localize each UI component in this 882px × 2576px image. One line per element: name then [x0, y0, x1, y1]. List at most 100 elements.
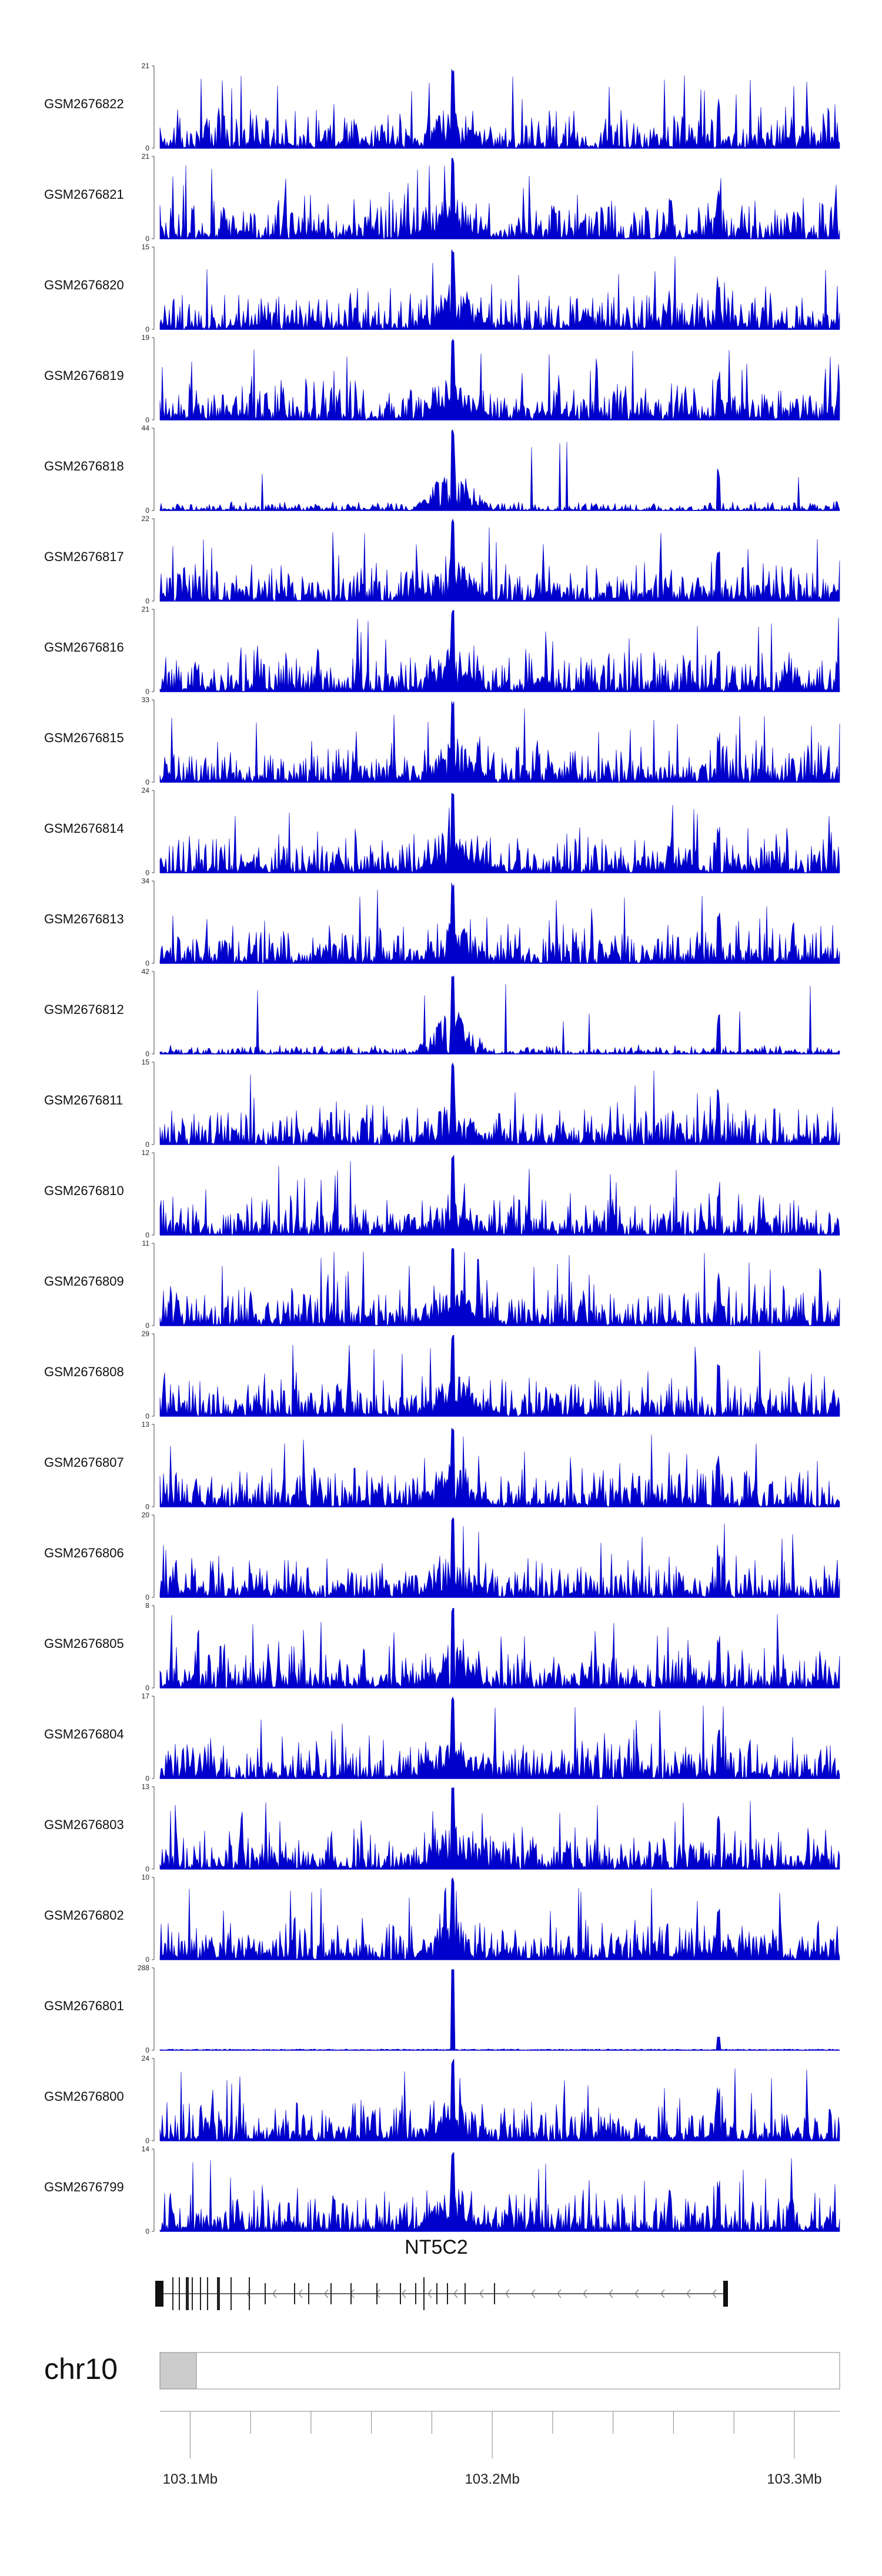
strand-arrow: [583, 2289, 587, 2298]
x-tick-label: 103.3Mb: [767, 2471, 821, 2487]
track-ymax-label: 17: [142, 1692, 150, 1700]
track-ymax-label: 12: [142, 1149, 150, 1157]
gene-exon: [400, 2283, 401, 2304]
gene-exon: [330, 2283, 332, 2304]
track-ymin-label: 0: [145, 1593, 149, 1601]
strand-arrow: [686, 2289, 691, 2298]
gene-exon: [447, 2283, 448, 2304]
track-GSM2676814: GSM2676814 24 0: [44, 786, 840, 877]
x-tick-label: 103.2Mb: [465, 2471, 519, 2487]
gene-exon: [350, 2283, 352, 2304]
coverage-signal: [159, 1062, 840, 1145]
gene-exon: [207, 2277, 208, 2310]
track-label: GSM2676803: [44, 1817, 124, 1832]
track-label: GSM2676818: [44, 459, 124, 473]
track-ymin-label: 0: [145, 506, 149, 515]
gene-exon: [155, 2281, 163, 2307]
track-ymin-label: 0: [145, 1684, 149, 1692]
track-label: GSM2676819: [44, 368, 124, 383]
track-ymax-label: 19: [142, 333, 150, 342]
track-GSM2676808: GSM2676808 29 0: [44, 1330, 840, 1420]
strand-arrow: [634, 2289, 639, 2298]
coverage-signal: [159, 2152, 840, 2232]
chromosome-ideogram: [159, 2352, 840, 2390]
track-ymin-label: 0: [145, 1140, 149, 1149]
strand-arrow: [479, 2289, 484, 2298]
strand-arrow: [505, 2289, 510, 2298]
track-ymax-label: 22: [142, 515, 150, 523]
track-ymin-label: 0: [145, 1412, 149, 1420]
track-ymin-label: 0: [145, 959, 149, 967]
track-GSM2676822: GSM2676822 21 0: [44, 62, 840, 152]
coverage-signal: [159, 158, 840, 240]
track-GSM2676799: GSM2676799 14 0: [44, 2145, 840, 2235]
track-ymax-label: 24: [142, 2054, 150, 2063]
track-GSM2676816: GSM2676816 21 0: [44, 605, 840, 696]
gene-exon: [230, 2277, 232, 2310]
track-ymin-label: 0: [145, 597, 149, 605]
gene-exon: [200, 2277, 201, 2310]
track-ymin-label: 0: [145, 1050, 149, 1058]
track-ymin-label: 0: [145, 416, 149, 424]
strand-arrow: [453, 2289, 458, 2298]
strand-arrow: [712, 2289, 717, 2298]
coverage-signal: [159, 792, 840, 873]
coverage-signal: [159, 69, 840, 149]
track-label: GSM2676813: [44, 912, 124, 926]
track-GSM2676802: GSM2676802 10 0: [44, 1873, 840, 1964]
track-ymin-label: 0: [145, 1774, 149, 1783]
strand-arrow: [609, 2289, 613, 2298]
track-GSM2676811: GSM2676811 15 0: [44, 1058, 840, 1149]
chromosome-band: [159, 2352, 197, 2390]
gene-exon: [265, 2283, 266, 2304]
track-ymin-label: 0: [145, 869, 149, 877]
track-ymin-label: 0: [145, 144, 149, 152]
track-ymax-label: 44: [142, 424, 150, 432]
gene-label: NT5C2: [405, 2236, 468, 2258]
track-GSM2676815: GSM2676815 33 0: [44, 696, 840, 786]
track-label: GSM2676812: [44, 1002, 124, 1017]
coverage-signal: [159, 429, 840, 512]
gene-exon: [186, 2277, 189, 2310]
track-GSM2676809: GSM2676809 11 0: [44, 1239, 840, 1330]
coverage-signal: [159, 249, 840, 330]
track-ymax-label: 15: [142, 243, 150, 251]
track-GSM2676805: GSM2676805 8 0: [44, 1601, 840, 1692]
coverage-signal: [159, 1334, 840, 1417]
track-GSM2676803: GSM2676803 13 0: [44, 1783, 840, 1873]
track-GSM2676804: GSM2676804 17 0: [44, 1692, 840, 1783]
track-GSM2676800: GSM2676800 24 0: [44, 2054, 840, 2145]
track-ymax-label: 42: [142, 967, 150, 976]
track-ymax-label: 288: [138, 1964, 149, 1972]
track-ymax-label: 21: [142, 605, 150, 613]
track-ymin-label: 0: [145, 2137, 149, 2145]
track-label: GSM2676814: [44, 821, 124, 836]
track-label: GSM2676805: [44, 1636, 124, 1651]
track-ymax-label: 20: [142, 1511, 150, 1519]
track-GSM2676807: GSM2676807 13 0: [44, 1420, 840, 1511]
track-ymax-label: 11: [142, 1239, 150, 1247]
coverage-signal: [159, 1877, 840, 1960]
track-ymax-label: 21: [142, 152, 150, 161]
track-label: GSM2676804: [44, 1727, 124, 1741]
track-ymax-label: 24: [142, 786, 150, 795]
track-label: GSM2676811: [44, 1093, 123, 1107]
track-ymax-label: 8: [145, 1601, 149, 1610]
track-ymin-label: 0: [145, 1231, 149, 1239]
gene-exon: [415, 2283, 416, 2304]
track-label: GSM2676815: [44, 730, 124, 745]
track-GSM2676801: GSM2676801 288 0: [44, 1964, 840, 2054]
track-ymin-label: 0: [145, 1503, 149, 1511]
coverage-signal: [159, 975, 840, 1055]
coverage-signal: [159, 610, 840, 692]
strand-arrow: [324, 2289, 329, 2298]
track-ymax-label: 15: [142, 1058, 150, 1066]
coverage-signal: [159, 2058, 840, 2141]
coverage-signal: [159, 1247, 840, 1326]
track-label: GSM2676808: [44, 1364, 124, 1379]
gene-exon: [179, 2277, 180, 2310]
track-label: GSM2676800: [44, 2089, 124, 2104]
strand-arrow: [272, 2289, 277, 2298]
strand-arrow: [531, 2289, 536, 2298]
gene-exon: [423, 2277, 425, 2310]
